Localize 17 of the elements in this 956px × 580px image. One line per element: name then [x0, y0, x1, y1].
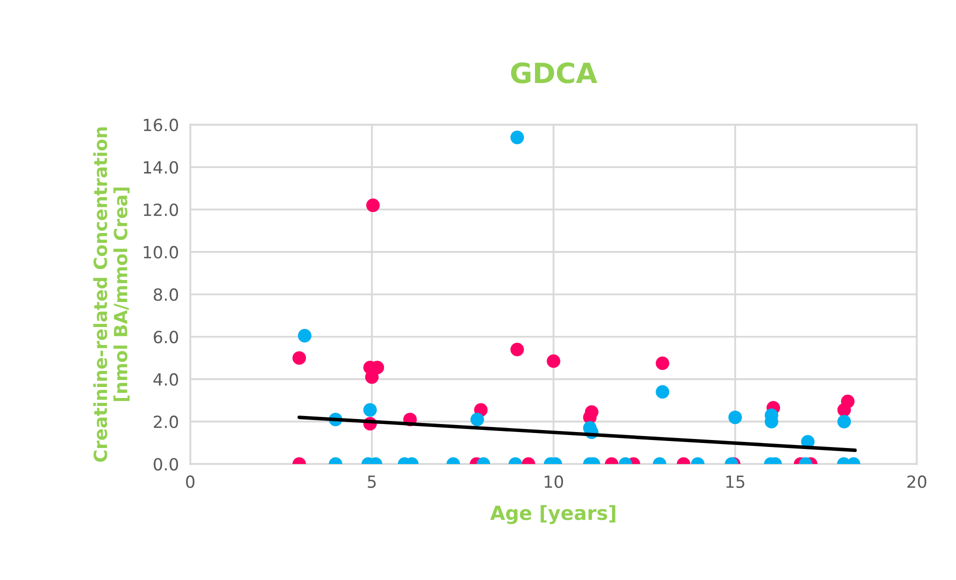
y-tick-label: 14.0: [144, 161, 178, 174]
y-tick-label: 6.0: [154, 330, 178, 344]
y-tick-label: 4.0: [153, 373, 178, 386]
y-tick-label: 10.0: [144, 246, 178, 259]
y-tick-label: 16.0: [144, 118, 178, 132]
y-tick-label: 8.0: [154, 288, 178, 301]
x-tick-label: 20: [907, 475, 926, 488]
y-tick-label: 2.0: [154, 416, 178, 428]
chart-title: GDCA: [511, 62, 598, 84]
y-tick-label: 0.0: [154, 458, 178, 471]
x-tick-label: 10: [544, 475, 564, 488]
y-axis-title: Creatinine-related Concentration [nmol BA/mmol Crea]: [93, 127, 130, 462]
y-tick-label: 12.0: [144, 203, 178, 216]
x-tick-label: 0: [186, 475, 194, 488]
x-axis-title: Age [years]: [490, 505, 616, 524]
x-tick-label: 15: [726, 476, 744, 488]
x-tick-label: 5: [368, 476, 376, 488]
